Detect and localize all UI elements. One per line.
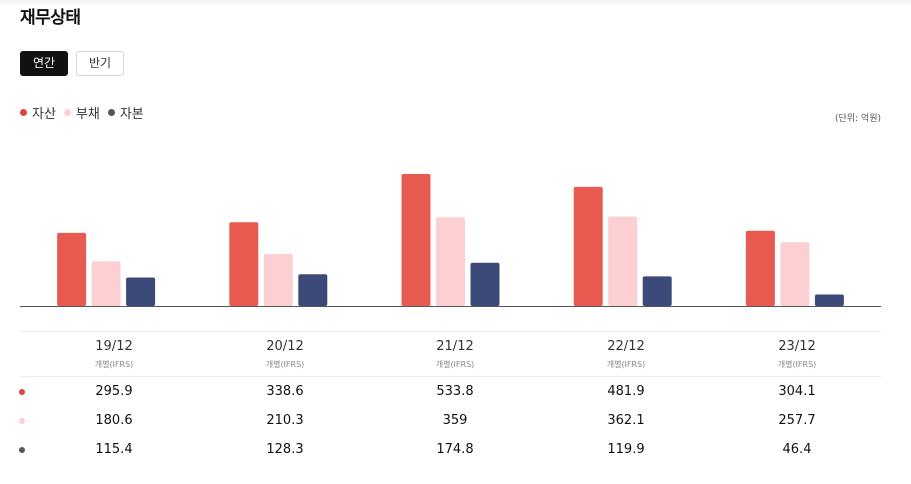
bar-liability-21-12[interactable]	[436, 217, 465, 306]
tab-annual[interactable]: 연간	[20, 51, 68, 76]
section-title: 재무상태	[20, 8, 81, 28]
period-header: 19/12 개별(IFRS)	[28, 339, 200, 370]
bar-chart	[20, 174, 881, 307]
period-header: 21/12 개별(IFRS)	[369, 339, 541, 370]
chart-legend: 자산 부채 자본	[20, 103, 152, 122]
period-label: 19/12	[95, 339, 133, 354]
bar-liability-20-12[interactable]	[263, 253, 293, 306]
legend-item-equity[interactable]: 자본	[107, 103, 144, 122]
row-dot-liability-icon	[19, 418, 25, 424]
period-basis: 개별(IFRS)	[435, 360, 475, 369]
period-label: 20/12	[266, 339, 304, 354]
table-cell: 338.6	[266, 384, 304, 399]
table-cell: 481.9	[607, 384, 645, 399]
period-basis: 개별(IFRS)	[777, 360, 817, 369]
table-cell: 128.3	[266, 442, 304, 457]
table-cell: 257.7	[778, 413, 816, 428]
bar-liability-23-12[interactable]	[780, 242, 810, 306]
divider	[20, 331, 881, 332]
period-header: 22/12 개별(IFRS)	[540, 339, 712, 370]
period-label: 23/12	[778, 339, 816, 354]
legend-dot-icon	[107, 109, 115, 116]
legend-item-asset[interactable]: 자산	[20, 103, 56, 122]
period-label: 22/12	[607, 339, 645, 354]
row-dot-asset-icon	[19, 389, 25, 395]
period-header: 23/12 개별(IFRS)	[711, 339, 883, 370]
legend-label: 부채	[75, 107, 100, 122]
bar-asset-19-12[interactable]	[57, 232, 87, 306]
period-basis: 개별(IFRS)	[606, 360, 646, 369]
table-cell: 180.6	[95, 413, 133, 428]
table-cell: 359	[442, 413, 468, 428]
bar-asset-23-12[interactable]	[745, 230, 775, 306]
bar-equity-19-12[interactable]	[126, 277, 156, 306]
bar-liability-19-12[interactable]	[91, 261, 121, 306]
bar-asset-20-12[interactable]	[229, 222, 259, 306]
table-cell: 362.1	[607, 413, 645, 428]
divider	[20, 376, 881, 377]
top-shadow	[0, 0, 911, 6]
table-cell: 174.8	[436, 442, 474, 457]
legend-label: 자산	[32, 107, 56, 122]
table-cell: 119.9	[607, 442, 645, 457]
bar-asset-22-12[interactable]	[573, 186, 603, 306]
bar-equity-23-12[interactable]	[814, 294, 844, 306]
table-cell: 210.3	[266, 413, 304, 428]
legend-item-liability[interactable]: 부채	[63, 103, 100, 122]
period-label: 21/12	[436, 339, 474, 354]
period-basis: 개별(IFRS)	[265, 360, 305, 369]
tab-semiannual[interactable]: 반기	[76, 51, 124, 76]
bar-equity-20-12[interactable]	[298, 274, 328, 306]
table-cell: 115.4	[95, 442, 133, 457]
period-header: 20/12 개별(IFRS)	[199, 339, 371, 370]
table-cell: 295.9	[95, 384, 133, 399]
table-cell: 304.1	[778, 384, 816, 399]
legend-dot-icon	[20, 109, 27, 116]
bar-asset-21-12[interactable]	[401, 174, 431, 306]
bar-liability-22-12[interactable]	[608, 216, 638, 306]
bar-equity-22-12[interactable]	[642, 276, 672, 306]
legend-label: 자본	[119, 107, 144, 122]
table-cell: 533.8	[436, 384, 474, 399]
bar-equity-21-12[interactable]	[470, 262, 500, 306]
table-cell: 46.4	[782, 442, 812, 457]
row-dot-equity-icon	[19, 447, 25, 453]
legend-dot-icon	[63, 109, 71, 116]
unit-label: (단위: 억원)	[834, 114, 881, 124]
period-basis: 개별(IFRS)	[94, 360, 134, 369]
